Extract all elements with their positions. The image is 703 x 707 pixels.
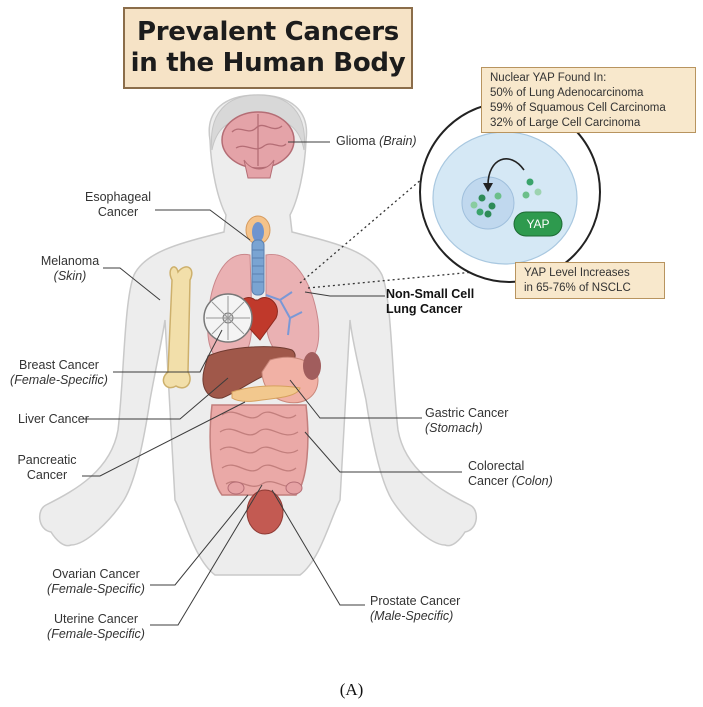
yap-level-line-2: in 65-76% of NSCLC — [524, 282, 631, 294]
label-ovarian-1: Ovarian Cancer — [52, 567, 140, 581]
breast — [203, 293, 253, 343]
label-pancreatic-1: Pancreatic — [17, 453, 77, 467]
label-melanoma-1: Melanoma — [40, 254, 100, 268]
label-melanoma-2: (Skin) — [53, 269, 87, 283]
figure-label: (A) — [339, 680, 364, 699]
label-esophageal: Esophageal Cancer — [80, 190, 156, 220]
label-esophageal-2: Cancer — [97, 205, 139, 219]
pancreas — [231, 385, 301, 402]
nuclear-yap-line-3: 59% of Squamous Cell Carcinoma — [490, 102, 666, 114]
label-colorectal-1: Colorectal — [468, 459, 525, 473]
nuclear-yap-note: Nuclear YAP Found In: 50% of Lung Adenoc… — [481, 67, 696, 133]
nuclear-yap-line-1: Nuclear YAP Found In: — [490, 72, 607, 84]
nuclear-yap-line-4: 32% of Large Cell Carcinoma — [490, 117, 641, 129]
label-colorectal-2b: (Colon) — [511, 474, 553, 488]
label-pancreatic: Pancreatic Cancer — [10, 453, 84, 483]
label-pancreatic-2: Cancer — [26, 468, 68, 482]
label-nsclc-1: Non-Small Cell — [386, 287, 475, 301]
label-nsclc: Non-Small Cell Lung Cancer — [386, 287, 474, 317]
yap-badge-text: YAP — [526, 217, 550, 231]
label-gastric-1: Gastric Cancer — [425, 406, 509, 420]
label-uterine: Uterine Cancer (Female-Specific) — [40, 612, 152, 642]
cell-zoom — [419, 101, 601, 283]
label-esophageal-1: Esophageal — [84, 190, 152, 204]
label-colorectal-2a: Cancer — [468, 474, 512, 488]
label-breast-1: Breast Cancer — [19, 358, 99, 372]
humerus — [162, 266, 193, 389]
label-uterine-2: (Female-Specific) — [47, 627, 145, 641]
brain — [221, 111, 295, 179]
label-breast-2: (Female-Specific) — [10, 373, 108, 387]
nuclear-yap-line-2: 50% of Lung Adenocarcinoma — [490, 87, 644, 99]
label-prostate-1: Prostate Cancer — [370, 594, 461, 608]
label-breast: Breast Cancer (Female-Specific) — [4, 358, 114, 388]
trachea — [251, 239, 265, 296]
label-glioma: Glioma (Brain) — [336, 134, 417, 149]
label-uterine-1: Uterine Cancer — [53, 612, 139, 626]
label-glioma-main: Glioma — [336, 134, 380, 148]
intestines — [209, 404, 309, 496]
label-prostate: Prostate Cancer (Male-Specific) — [370, 594, 460, 624]
uterus — [246, 489, 284, 535]
label-prostate-2: (Male-Specific) — [370, 609, 454, 623]
yap-level-note: YAP Level Increases in 65-76% of NSCLC — [515, 262, 665, 299]
label-gastric-2: (Stomach) — [425, 421, 483, 435]
right-lung — [265, 253, 320, 364]
title-line-2: in the Human Body — [130, 48, 406, 78]
label-ovarian-2: (Female-Specific) — [47, 582, 145, 596]
title-box: Prevalent Cancers in the Human Body — [123, 7, 413, 89]
label-liver: Liver Cancer — [18, 412, 89, 427]
label-glioma-sub: (Brain) — [379, 134, 417, 148]
label-nsclc-2: Lung Cancer — [386, 302, 463, 316]
label-melanoma: Melanoma (Skin) — [35, 254, 105, 284]
label-ovarian: Ovarian Cancer (Female-Specific) — [40, 567, 152, 597]
label-gastric: Gastric Cancer (Stomach) — [425, 406, 508, 436]
kidney — [303, 352, 321, 380]
title-line-1: Prevalent Cancers — [137, 17, 399, 47]
leader-lines — [82, 141, 462, 626]
yap-badge — [513, 211, 563, 237]
label-liver-1: Liver Cancer — [18, 412, 89, 426]
label-colorectal: Colorectal Cancer (Colon) — [468, 459, 553, 489]
yap-level-line-1: YAP Level Increases — [524, 267, 630, 279]
